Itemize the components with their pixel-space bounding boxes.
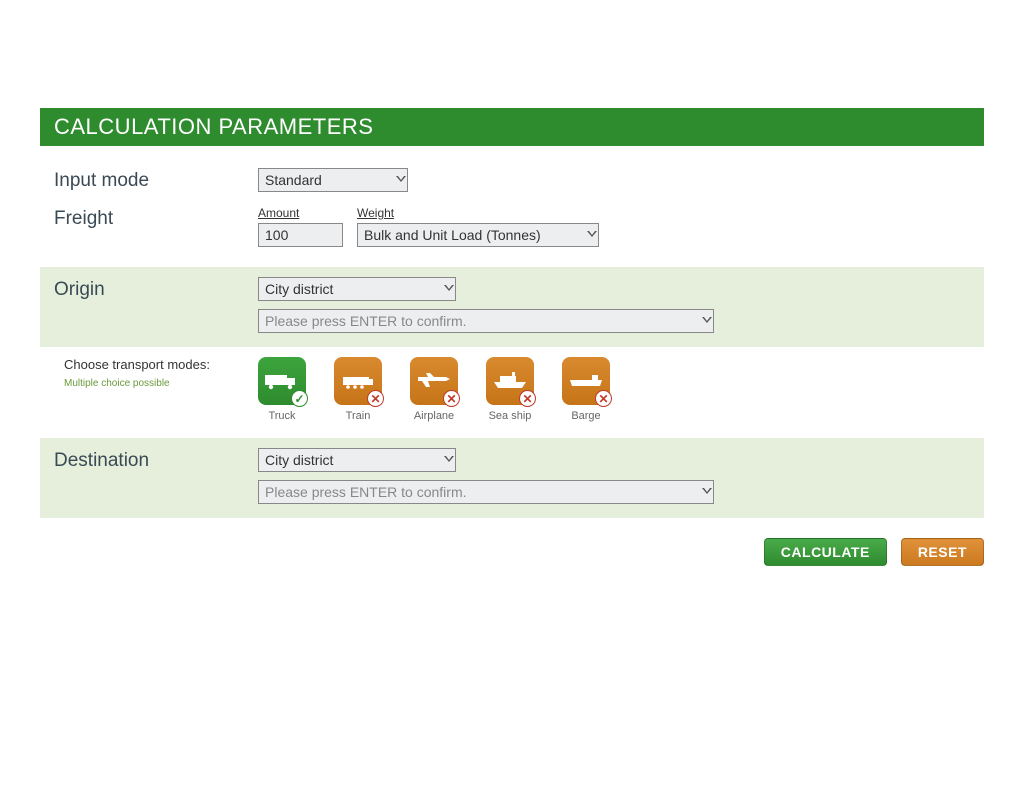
chevron-down-icon — [697, 317, 707, 325]
input-mode-select[interactable]: Standard — [258, 168, 408, 192]
mode-barge-label: Barge — [571, 410, 600, 422]
origin-label: Origin — [54, 277, 258, 301]
cross-icon: ✕ — [367, 390, 384, 407]
destination-type-select[interactable]: City district — [258, 448, 456, 472]
origin-location-input[interactable]: Please press ENTER to confirm. — [258, 309, 714, 333]
mode-train[interactable]: ✕ Train — [334, 357, 382, 422]
cross-icon: ✕ — [519, 390, 536, 407]
input-mode-label: Input mode — [54, 168, 258, 192]
chevron-down-icon — [697, 488, 707, 496]
destination-location-placeholder: Please press ENTER to confirm. — [265, 484, 467, 500]
destination-type-value: City district — [265, 452, 333, 468]
origin-type-value: City district — [265, 281, 333, 297]
destination-label: Destination — [54, 448, 258, 472]
weight-select[interactable]: Bulk and Unit Load (Tonnes) — [357, 223, 599, 247]
weight-value: Bulk and Unit Load (Tonnes) — [364, 227, 541, 243]
chevron-down-icon — [391, 176, 401, 184]
truck-icon: ✓ — [258, 357, 306, 405]
ship-icon: ✕ — [486, 357, 534, 405]
transport-modes-title: Choose transport modes: — [64, 357, 258, 372]
barge-icon: ✕ — [562, 357, 610, 405]
mode-truck-label: Truck — [268, 410, 295, 422]
chevron-down-icon — [439, 285, 449, 293]
mode-barge[interactable]: ✕ Barge — [562, 357, 610, 422]
mode-seaship-label: Sea ship — [489, 410, 532, 422]
cross-icon: ✕ — [595, 390, 612, 407]
chevron-down-icon — [582, 231, 592, 239]
mode-seaship[interactable]: ✕ Sea ship — [486, 357, 534, 422]
mode-airplane[interactable]: ✕ Airplane — [410, 357, 458, 422]
train-icon: ✕ — [334, 357, 382, 405]
weight-label: Weight — [357, 206, 599, 220]
destination-location-input[interactable]: Please press ENTER to confirm. — [258, 480, 714, 504]
calculate-button[interactable]: CALCULATE — [764, 538, 887, 566]
mode-truck[interactable]: ✓ Truck — [258, 357, 306, 422]
page-title: CALCULATION PARAMETERS — [40, 108, 984, 146]
origin-location-placeholder: Please press ENTER to confirm. — [265, 313, 467, 329]
cross-icon: ✕ — [443, 390, 460, 407]
amount-input[interactable]: 100 — [258, 223, 343, 247]
freight-label: Freight — [54, 206, 258, 230]
mode-airplane-label: Airplane — [414, 410, 454, 422]
transport-modes-subtitle: Multiple choice possible — [64, 378, 258, 389]
reset-button[interactable]: RESET — [901, 538, 984, 566]
amount-value: 100 — [265, 227, 288, 243]
amount-label: Amount — [258, 206, 343, 220]
input-mode-value: Standard — [265, 172, 322, 188]
chevron-down-icon — [439, 456, 449, 464]
airplane-icon: ✕ — [410, 357, 458, 405]
mode-train-label: Train — [346, 410, 371, 422]
check-icon: ✓ — [291, 390, 308, 407]
origin-type-select[interactable]: City district — [258, 277, 456, 301]
